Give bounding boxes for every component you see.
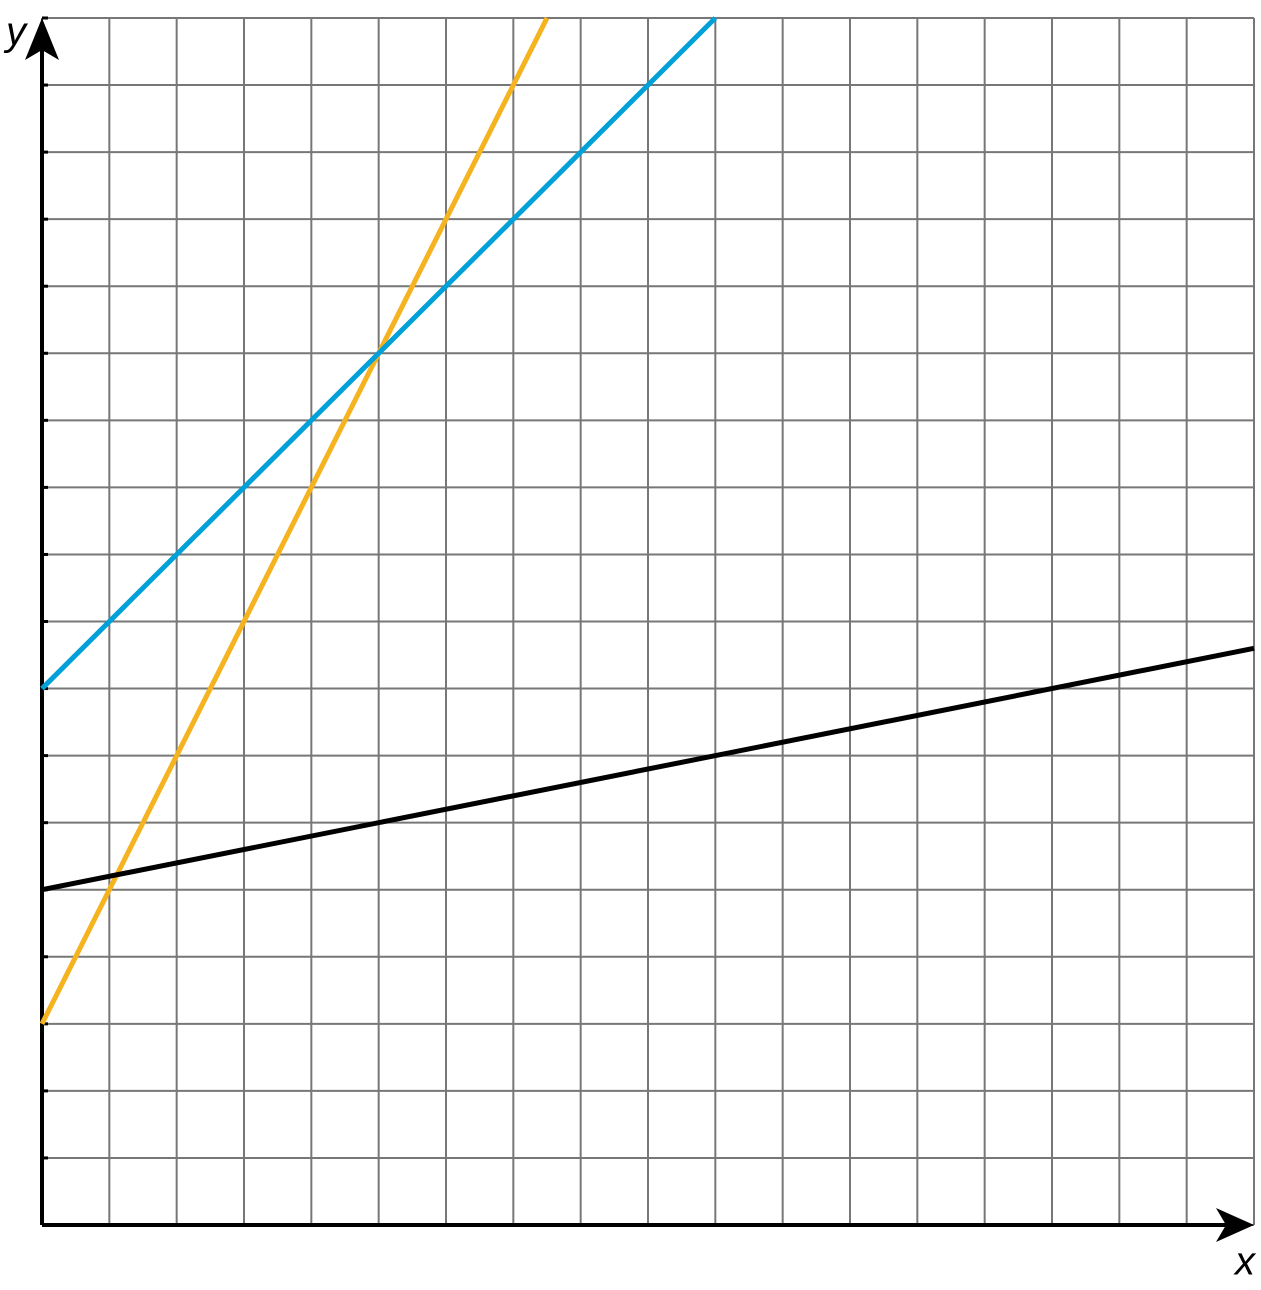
x-axis-label: x	[1233, 1240, 1257, 1284]
x-axis-arrow	[1216, 1208, 1254, 1242]
data-line	[41, 645, 1255, 893]
y-axis-label: y	[3, 10, 29, 54]
data-line	[40, 16, 718, 691]
data-line	[39, 16, 550, 1025]
y-axis-arrow	[25, 18, 59, 60]
